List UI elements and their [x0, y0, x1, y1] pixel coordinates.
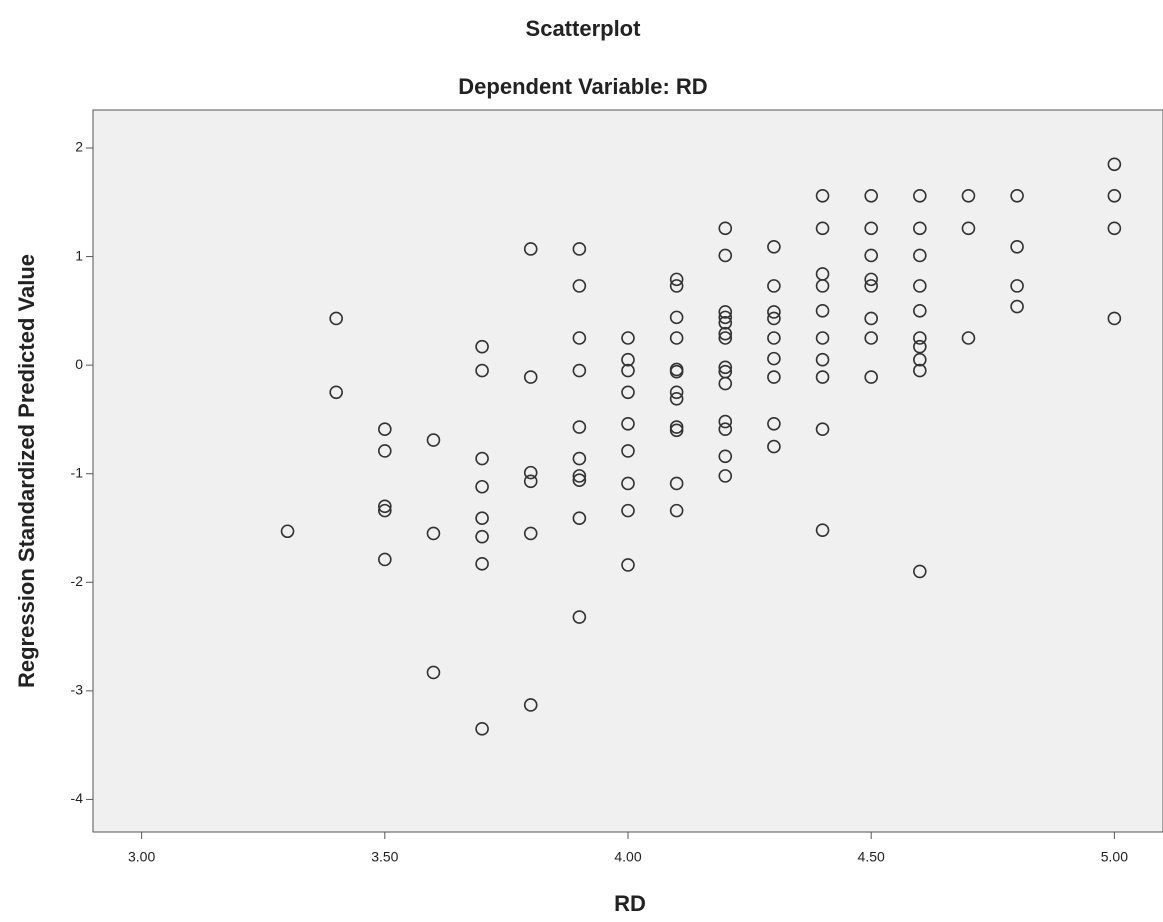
x-tick-label: 5.00	[1101, 849, 1128, 865]
y-tick-label: -1	[71, 464, 84, 480]
y-tick-label: 0	[75, 356, 83, 372]
x-tick-label: 4.00	[614, 849, 641, 865]
chart-subtitle: Dependent Variable: RD	[458, 74, 707, 99]
x-tick-label: 3.00	[128, 849, 155, 865]
chart-title: Scatterplot	[526, 16, 642, 41]
y-tick-label: -4	[71, 790, 84, 806]
y-tick-label: 2	[75, 139, 83, 155]
y-tick-label: -2	[71, 573, 84, 589]
x-tick-label: 3.50	[371, 849, 398, 865]
y-tick-label: -3	[71, 682, 84, 698]
x-tick-label: 4.50	[858, 849, 885, 865]
x-axis-label: RD	[614, 891, 646, 916]
plot-area	[93, 110, 1163, 832]
y-axis-label: Regression Standardized Predicted Value	[14, 254, 39, 688]
chart: Scatterplot Dependent Variable: RD RD Re…	[0, 0, 1163, 922]
y-tick-label: 1	[75, 247, 83, 263]
